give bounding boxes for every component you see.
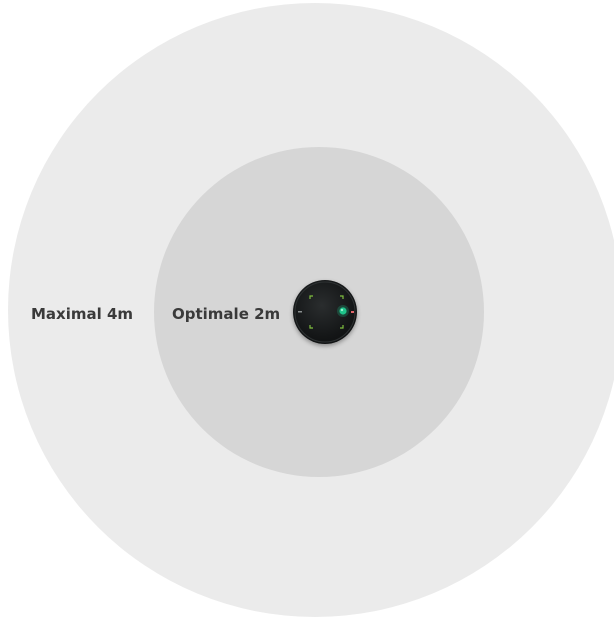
device-rim — [294, 281, 356, 343]
corner-bottom-left — [309, 325, 313, 329]
corner-top-right — [340, 295, 344, 299]
left-mark — [298, 311, 302, 313]
right-indicator-mark — [351, 311, 354, 313]
corner-top-left — [309, 295, 313, 299]
led-highlight — [340, 308, 344, 312]
framing-corners — [309, 295, 344, 329]
device-graphic — [294, 281, 356, 343]
corner-bottom-right — [340, 325, 344, 329]
camera-sensor-icon — [293, 280, 357, 344]
optimal-range-label: Optimale 2m — [172, 305, 281, 323]
maximal-range-label: Maximal 4m — [31, 305, 134, 323]
status-led-icon — [339, 307, 347, 315]
